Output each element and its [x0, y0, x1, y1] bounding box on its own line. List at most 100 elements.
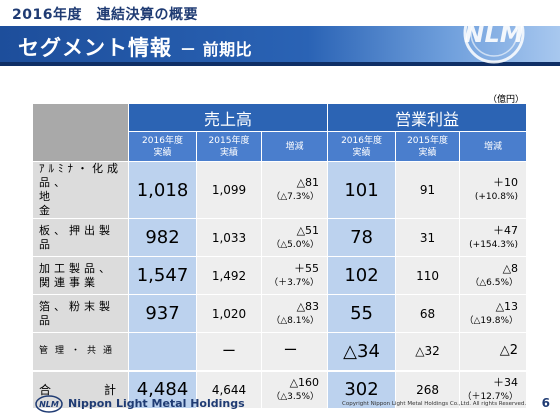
- sales-diff-value: △83: [296, 299, 320, 313]
- footer-company: Nippon Light Metal Holdings: [68, 397, 245, 410]
- sales-diff: ー: [260, 332, 329, 371]
- sales-previous: 1,492: [196, 256, 262, 295]
- sales-diff: ＋55 （＋3.7%）: [260, 256, 329, 295]
- total-label-left: 合: [39, 382, 56, 397]
- sales-diff-pct: （△7.3%）: [271, 192, 320, 202]
- table-row: 板、押出製品 982 1,033 △51 （△5.0%） 78 31 ＋47 (+1…: [32, 218, 528, 257]
- page-number: 6: [541, 396, 550, 410]
- total-op-diff-pct: （＋12.7%）: [462, 391, 519, 402]
- op-diff-pct: (+154.3%): [469, 239, 519, 250]
- sales-diff-value: △81: [296, 176, 320, 189]
- segment-label: 管理・共通: [32, 332, 129, 371]
- sales-diff: △81 （△7.3%）: [260, 161, 329, 219]
- banner-underline: [0, 62, 560, 66]
- group-header-op-income: 営業利益: [327, 103, 528, 132]
- subheader-previous-line2: 実績: [219, 147, 238, 158]
- op-diff-value: △13: [495, 299, 519, 313]
- op-previous: 110: [395, 256, 461, 295]
- corner-cell: [32, 103, 129, 162]
- sales-diff-pct: （△5.0%）: [271, 239, 320, 250]
- sales-previous: 1,033: [196, 218, 262, 257]
- total-row: 合計 4,484 4,644 △160 （△3.5%） 302 268 ＋34 （＋…: [32, 369, 528, 409]
- op-previous: 31: [395, 218, 461, 257]
- sales-diff-value: ー: [283, 343, 298, 360]
- sales-previous: ー: [196, 332, 262, 371]
- op-diff-pct: （△19.8%）: [464, 315, 519, 326]
- op-current: 101: [327, 161, 397, 219]
- sales-diff: △51 （△5.0%）: [260, 218, 329, 257]
- sales-current: 937: [128, 294, 197, 333]
- page-title: セグメント情報 － 前期比: [18, 32, 252, 62]
- op-diff: ＋10 (+10.8%): [459, 161, 528, 219]
- sales-current: 982: [128, 218, 197, 257]
- op-diff-pct: （△6.5%）: [470, 277, 519, 288]
- group-header-sales: 売上高: [127, 103, 329, 132]
- svg-text:NLM: NLM: [464, 20, 523, 48]
- op-current: △34: [327, 332, 397, 371]
- total-op-previous: 268: [395, 369, 461, 409]
- subheader-current: 2016年度 実績: [327, 131, 397, 162]
- op-previous: 68: [395, 294, 461, 333]
- segment-table: 売上高 営業利益 2016年度 実績 2015年度 実績 増減 2016年度 実績 2…: [32, 103, 528, 409]
- sales-diff-pct: （＋3.7%）: [269, 277, 320, 288]
- total-op-current: 302: [327, 369, 397, 409]
- segment-label: 板、押出製品: [32, 218, 129, 257]
- op-diff-value: ＋47: [493, 223, 519, 237]
- segment-label-line1: ｱﾙﾐﾅ・化成品、: [39, 162, 122, 189]
- sales-diff: △83 （△8.1%）: [260, 294, 329, 333]
- total-label: 合計: [32, 369, 129, 409]
- op-current: 55: [327, 294, 397, 333]
- total-sales-current: 4,484: [128, 369, 197, 409]
- page-title-sub: － 前期比: [180, 40, 253, 59]
- op-diff: △2: [459, 332, 528, 371]
- unit-label: （億円）: [487, 95, 524, 105]
- op-diff-value: △8: [502, 261, 519, 275]
- subheader-previous-line2: 実績: [418, 147, 437, 158]
- total-sales-diff-pct: （△3.5%）: [271, 391, 320, 402]
- segment-label-line1: 箔、粉末製品: [39, 299, 114, 327]
- subheader-previous: 2015年度 実績: [395, 131, 461, 162]
- svg-text:NLM: NLM: [39, 400, 59, 409]
- sales-diff-value: △51: [296, 223, 320, 237]
- op-previous: △32: [395, 332, 461, 371]
- sales-previous: 1,099: [196, 161, 262, 219]
- sales-current: 1,018: [128, 161, 197, 219]
- op-diff-value: △2: [499, 343, 519, 359]
- subheader-current-line2: 実績: [352, 147, 371, 158]
- segment-label: ｱﾙﾐﾅ・化成品、地 金: [32, 161, 129, 219]
- segment-label-line1: 板、押出製品: [39, 223, 114, 251]
- subheader-current-line2: 実績: [153, 147, 172, 158]
- op-diff: △8 （△6.5%）: [459, 256, 528, 295]
- page-title-main: セグメント情報: [18, 36, 172, 60]
- op-diff: △13 （△19.8%）: [459, 294, 528, 333]
- op-diff-pct: (+10.8%): [474, 192, 519, 202]
- total-label-right: 計: [103, 382, 120, 397]
- subheader-current: 2016年度 実績: [128, 131, 197, 162]
- table-row: 加工製品、 関連事業 1,547 1,492 ＋55 （＋3.7%） 102 110…: [32, 256, 528, 295]
- total-sales-previous: 4,644: [196, 369, 262, 409]
- total-op-diff: ＋34 （＋12.7%）: [459, 369, 528, 409]
- total-sales-diff-value: △160: [289, 375, 320, 389]
- sales-previous: 1,020: [196, 294, 262, 333]
- table-row: 箔、粉末製品 937 1,020 △83 （△8.1%） 55 68 △13 （△1…: [32, 294, 528, 333]
- op-current: 78: [327, 218, 397, 257]
- nlm-logo-small-icon: NLM: [35, 395, 63, 413]
- subheader-diff: 増減: [459, 131, 528, 162]
- segment-label-line1: 管理・共通: [39, 346, 120, 357]
- segment-label: 箔、粉末製品: [32, 294, 129, 333]
- op-previous: 91: [395, 161, 461, 219]
- table-row: 管理・共通 ー ー △34 △32 △2: [32, 332, 528, 371]
- sales-diff-pct: （△8.1%）: [271, 315, 320, 326]
- nlm-logo-icon: NLM: [463, 2, 525, 64]
- segment-label: 加工製品、 関連事業: [32, 256, 129, 295]
- subheader-previous: 2015年度 実績: [196, 131, 262, 162]
- subheader-current-line1: 2016年度: [341, 135, 382, 146]
- subheader-diff: 増減: [260, 131, 329, 162]
- segment-label-line1: 加工製品、: [39, 261, 114, 275]
- footer: NLM Nippon Light Metal Holdings Copyrigh…: [0, 392, 560, 420]
- sales-current: [128, 332, 197, 371]
- subheader-current-line1: 2016年度: [142, 135, 183, 146]
- table-row: ｱﾙﾐﾅ・化成品、地 金 1,018 1,099 △81 （△7.3%） 101 …: [32, 161, 528, 219]
- sales-diff-value: ＋55: [294, 261, 320, 275]
- sales-current: 1,547: [128, 256, 197, 295]
